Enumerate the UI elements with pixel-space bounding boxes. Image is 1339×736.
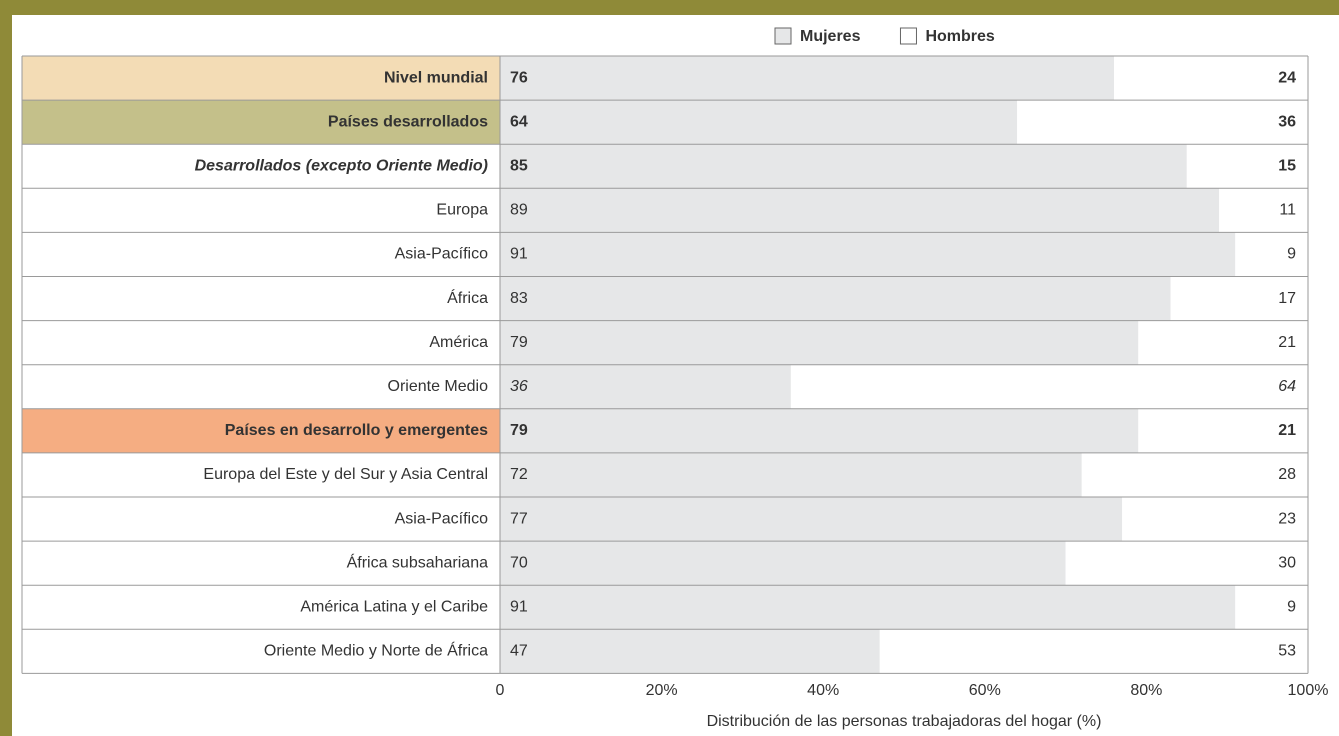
category-label: Oriente Medio y Norte de África	[264, 641, 488, 660]
value-label: 64	[510, 113, 528, 130]
row-highlight	[22, 408, 500, 453]
value-label: 72	[510, 466, 528, 483]
bar	[500, 188, 1220, 233]
legend-swatch	[899, 27, 917, 45]
category-label: Asia-Pacífico	[395, 510, 488, 527]
bar	[500, 541, 1066, 586]
value-label: 11	[1279, 202, 1296, 219]
bar	[500, 276, 1171, 321]
left-border	[0, 0, 12, 736]
bar	[500, 408, 1139, 453]
value-label: 23	[1278, 510, 1296, 527]
x-tick-label: 80%	[1130, 682, 1162, 699]
bar	[1081, 452, 1308, 497]
value-label: 21	[1278, 422, 1296, 439]
category-label: Desarrollados (excepto Oriente Medio)	[195, 157, 488, 174]
category-label: Asia-Pacífico	[395, 246, 488, 263]
value-label: 9	[1287, 598, 1296, 615]
value-label: 85	[510, 157, 528, 174]
bar	[500, 452, 1082, 497]
value-label: 91	[510, 598, 528, 615]
category-label: Países desarrollados	[328, 113, 488, 130]
category-label: África	[447, 288, 488, 307]
category-label: África subsahariana	[347, 552, 489, 571]
x-tick-label: 100%	[1288, 682, 1329, 699]
value-label: 79	[510, 422, 528, 439]
value-label: 9	[1287, 246, 1296, 263]
bar	[500, 144, 1187, 189]
value-label: 83	[510, 290, 528, 307]
bar	[1235, 585, 1308, 630]
bar	[879, 629, 1308, 674]
bar	[1017, 100, 1308, 145]
category-label: Nivel mundial	[384, 69, 488, 86]
top-bar	[0, 0, 1339, 15]
bar	[500, 320, 1139, 365]
row-highlight	[22, 100, 500, 145]
value-label: 89	[510, 202, 528, 219]
bar	[500, 497, 1123, 542]
bar	[500, 100, 1018, 145]
bar	[1186, 144, 1308, 189]
x-axis-label: Distribución de las personas trabajadora…	[707, 713, 1102, 730]
bar	[1170, 276, 1308, 321]
value-label: 21	[1278, 334, 1296, 351]
x-tick-label: 0	[496, 682, 505, 699]
x-tick-label: 40%	[807, 682, 839, 699]
value-label: 17	[1278, 290, 1296, 307]
bar	[1138, 320, 1308, 365]
value-label: 70	[510, 554, 528, 571]
bar	[500, 629, 880, 674]
value-label: 36	[1278, 113, 1296, 130]
value-label: 36	[510, 378, 528, 395]
value-label: 77	[510, 510, 528, 527]
value-label: 76	[510, 69, 528, 86]
value-label: 79	[510, 334, 528, 351]
category-label: Oriente Medio	[388, 378, 489, 395]
value-label: 64	[1278, 378, 1296, 395]
legend-label: Mujeres	[800, 28, 861, 45]
value-label: 30	[1278, 554, 1296, 571]
value-label: 91	[510, 246, 528, 263]
category-label: Europa del Este y del Sur y Asia Central	[203, 466, 488, 483]
x-tick-label: 20%	[646, 682, 678, 699]
bar	[500, 56, 1115, 101]
bar	[1065, 541, 1308, 586]
value-label: 28	[1278, 466, 1296, 483]
value-label: 15	[1278, 157, 1296, 174]
legend-swatch	[774, 27, 792, 45]
bar	[1114, 56, 1308, 101]
bar	[500, 364, 791, 409]
category-label: Europa	[436, 202, 488, 219]
row-highlight	[22, 56, 500, 101]
category-label: América Latina y el Caribe	[300, 598, 488, 615]
bar	[790, 364, 1308, 409]
legend-label: Hombres	[925, 28, 994, 45]
bar	[1219, 188, 1308, 233]
category-label: Países en desarrollo y emergentes	[225, 422, 488, 439]
bar	[1122, 497, 1308, 542]
bar	[500, 585, 1236, 630]
bar	[500, 232, 1236, 277]
value-label: 24	[1278, 69, 1296, 86]
bar	[1235, 232, 1308, 277]
value-label: 47	[510, 643, 528, 660]
value-label: 53	[1278, 643, 1296, 660]
category-label: América	[429, 334, 488, 351]
x-tick-label: 60%	[969, 682, 1001, 699]
bar	[1138, 408, 1308, 453]
